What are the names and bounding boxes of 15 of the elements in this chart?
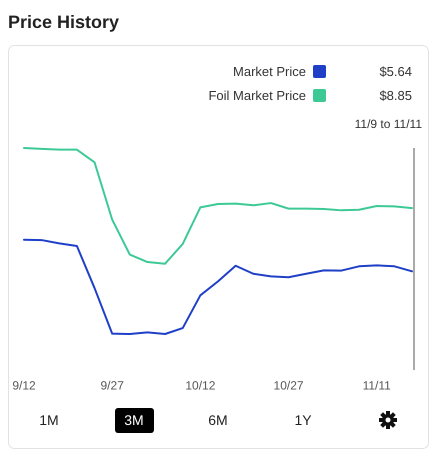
- x-tick-label: 10/12: [185, 378, 216, 393]
- text: 1Y: [294, 412, 312, 428]
- text: $5.64: [379, 64, 412, 79]
- x-tick-label: 10/27: [274, 378, 304, 393]
- x-tick-label: 9/12: [12, 378, 36, 393]
- text: 6M: [208, 412, 228, 428]
- text: 11/9 to 11/11: [354, 117, 422, 131]
- legend-label: Market Price: [233, 64, 306, 79]
- text: 3M: [124, 412, 144, 428]
- x-tick-label: 9/27: [100, 378, 124, 393]
- text: 1M: [39, 412, 59, 428]
- chart-title: Price History: [8, 12, 120, 32]
- text: $8.85: [379, 88, 412, 103]
- legend-label: Foil Market Price: [208, 88, 306, 103]
- x-tick-label: 11/11: [362, 378, 392, 393]
